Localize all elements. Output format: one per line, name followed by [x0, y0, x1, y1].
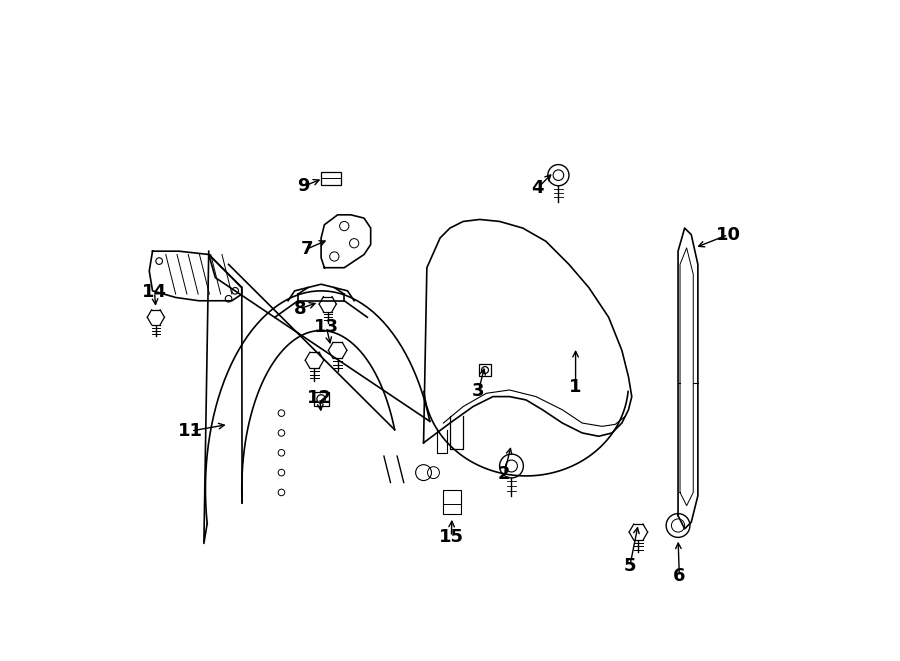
- Text: 11: 11: [178, 422, 203, 440]
- Text: 7: 7: [301, 240, 313, 258]
- Text: 10: 10: [716, 225, 741, 244]
- Text: 8: 8: [293, 299, 306, 318]
- Text: 6: 6: [673, 567, 686, 586]
- Text: 15: 15: [439, 527, 464, 546]
- Bar: [321, 172, 341, 185]
- Text: 1: 1: [570, 377, 581, 396]
- Text: 4: 4: [532, 178, 544, 197]
- Text: 14: 14: [142, 283, 167, 301]
- Text: 13: 13: [314, 318, 339, 336]
- Text: 9: 9: [297, 177, 310, 196]
- Text: 5: 5: [624, 557, 636, 576]
- Bar: [479, 364, 491, 376]
- Bar: [314, 391, 328, 407]
- Text: 2: 2: [498, 465, 510, 483]
- Text: 12: 12: [307, 389, 332, 407]
- Text: 3: 3: [472, 382, 485, 401]
- Bar: [443, 490, 461, 514]
